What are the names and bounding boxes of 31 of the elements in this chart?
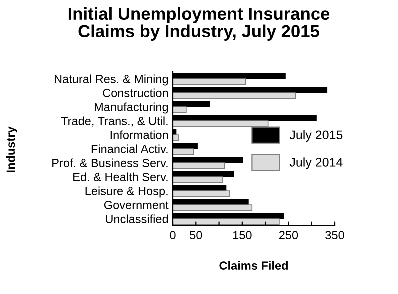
bar (173, 78, 246, 86)
x-tick-label: 150 (233, 231, 252, 240)
y-tick-label: Unclassified (106, 214, 168, 224)
y-tick-label: Natural Res. & Mining (54, 74, 168, 86)
bar (173, 148, 194, 156)
bar (173, 176, 224, 184)
bar (173, 134, 179, 142)
y-tick-label: Leisure & Hosp. (86, 186, 168, 198)
y-tick-label: Ed. & Health Serv. (74, 172, 168, 182)
bar (173, 190, 230, 198)
chart-title: Initial Unemployment Insurance Claims by Industry, July 2015 (68, 7, 330, 41)
x-tick-label: 250 (279, 231, 298, 240)
y-axis-title: Industry (6, 126, 18, 172)
y-tick-label: Prof. & Business Serv. (52, 158, 168, 168)
y-tick-label: Information (110, 130, 168, 140)
y-tick-label: Government (104, 201, 169, 210)
bar (173, 204, 253, 212)
bar (173, 218, 280, 226)
x-axis-title: Claims Filed (220, 261, 288, 270)
bar (173, 162, 226, 170)
bar (173, 106, 187, 114)
legend-label: July 2014 (290, 158, 343, 170)
x-tick-label: 50 (190, 231, 202, 240)
bar (173, 92, 296, 100)
x-tick-label: 350 (326, 231, 344, 240)
y-tick-label: Construction (103, 88, 168, 98)
legend-label: July 2015 (290, 130, 343, 142)
x-tick-label: 0 (170, 231, 176, 240)
y-tick-label: Manufacturing (94, 102, 168, 114)
y-tick-label: Trade, Trans., & Util. (61, 116, 168, 127)
y-tick-label: Financial Activ. (92, 144, 168, 154)
